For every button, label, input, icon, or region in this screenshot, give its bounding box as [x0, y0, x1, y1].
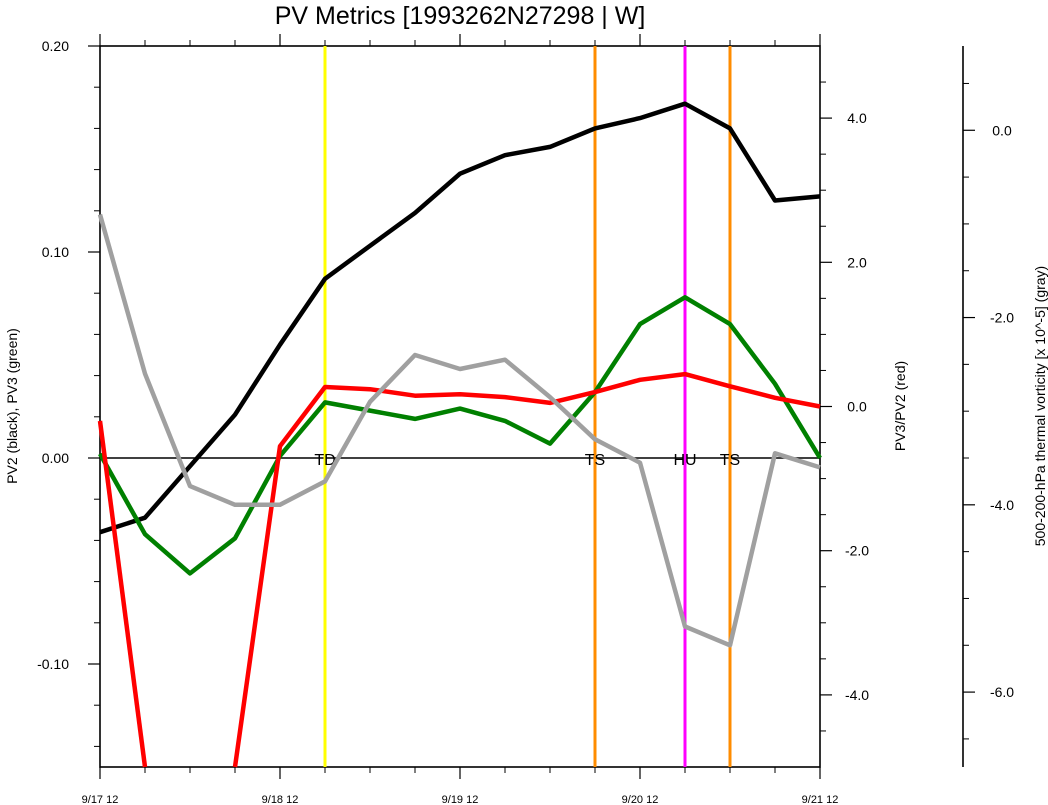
series-lines	[97, 101, 822, 768]
series-line-thermal-vorticity	[97, 213, 821, 648]
x-tick-label: 9/18 12	[262, 794, 299, 805]
series-line-pv2	[99, 101, 821, 535]
left-tick-label: 0.10	[42, 244, 69, 260]
right2-tick-label: -6.0	[990, 684, 1014, 700]
event-label-hu: HU	[673, 452, 696, 469]
left-tick-label: 0.00	[42, 450, 69, 466]
right-axis-1-label: PV3/PV2 (red)	[892, 361, 908, 451]
right2-tick-label: -4.0	[990, 497, 1014, 513]
chart-title: PV Metrics [1993262N27298 | W]	[275, 2, 646, 30]
series-line-pv3-pv2-0	[97, 420, 148, 768]
left-tick-label: -0.10	[37, 656, 69, 672]
right2-tick-label: -2.0	[990, 310, 1014, 326]
event-markers: TD TS HU TS	[314, 46, 740, 767]
x-tick-label: 9/21 12	[802, 794, 839, 805]
right1-tick-label: 2.0	[847, 254, 867, 270]
x-tick-label: 9/17 12	[82, 794, 119, 805]
right2-tick-label: 0.0	[992, 122, 1012, 138]
right-axis-2-label: 500-200-hPa thermal vorticity [x 10^-5] …	[1032, 266, 1048, 546]
right1-tick-label: -4.0	[845, 687, 869, 703]
left-axis-label: PV2 (black), PV3 (green)	[4, 328, 20, 484]
series-line-pv3	[98, 295, 822, 576]
right1-tick-label: -2.0	[845, 543, 869, 559]
series-line-pv3-pv2-1	[232, 371, 821, 768]
event-label-ts: TS	[585, 452, 605, 469]
event-label-ts: TS	[720, 452, 740, 469]
right1-tick-label: 0.0	[847, 399, 867, 415]
right1-tick-label: 4.0	[847, 110, 867, 126]
x-tick-label: 9/20 12	[622, 794, 659, 805]
event-label-td: TD	[314, 452, 335, 469]
x-tick-label: 9/19 12	[442, 794, 479, 805]
tick-labels: 9/17 12 9/18 12 9/19 12 9/20 12 9/21 12 -0.10…	[37, 38, 1014, 805]
axis-ticks	[88, 34, 975, 779]
left-tick-label: 0.20	[42, 38, 69, 54]
